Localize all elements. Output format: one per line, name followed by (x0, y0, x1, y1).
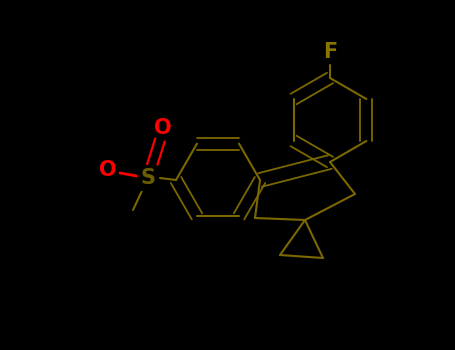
Text: O: O (99, 160, 117, 180)
Text: S: S (141, 168, 156, 188)
Text: O: O (154, 118, 172, 138)
Text: F: F (323, 42, 337, 62)
